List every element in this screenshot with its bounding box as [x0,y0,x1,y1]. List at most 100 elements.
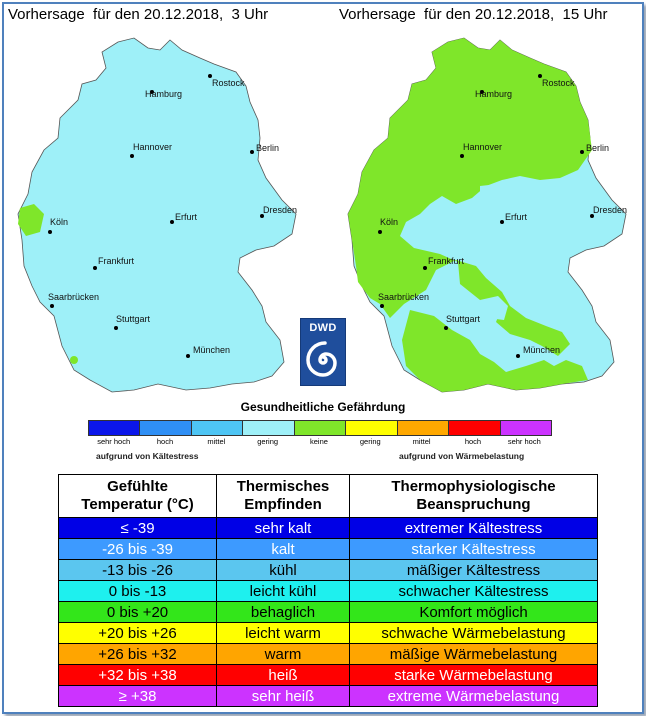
cell-felt-temperature: 0 bis +20 [58,601,217,623]
city-dot [170,220,174,224]
cell-felt-temperature: -26 bis -39 [58,538,217,560]
right-map-cities: Rostock Hamburg Hannover Berlin Köln Erf… [378,74,627,358]
thermal-stress-table: Gefühlte Temperatur (°C) Thermisches Empfi… [58,474,598,707]
cell-physiological-stress: mäßige Wärmebelastung [349,643,598,665]
city-label: München [193,345,230,355]
left-map-title: Vorhersage für den 20.12.2018, 3 Uhr [8,6,269,23]
cell-physiological-stress: starker Kältestress [349,538,598,560]
cell-thermal-sensation: sehr kalt [216,517,350,539]
table-row: -13 bis -26 kühl mäßiger Kältestress [58,559,598,581]
cell-physiological-stress: starke Wärmebelastung [349,664,598,686]
legend-swatch-label: gering [359,437,381,446]
legend-swatch [397,421,450,435]
table-row: 0 bis +20 behaglich Komfort möglich [58,601,598,623]
legend-color-scale [88,420,552,436]
cell-felt-temperature: +32 bis +38 [58,664,217,686]
legend-swatch-label: gering [257,437,279,446]
city-label: Hannover [133,142,172,152]
city-label: Hannover [463,142,502,152]
table-row: ≤ -39 sehr kalt extremer Kältestress [58,517,598,539]
header-thermal-sensation: Thermisches Empfinden [216,474,350,518]
city-dot [208,74,212,78]
cell-felt-temperature: -13 bis -26 [58,559,217,581]
cell-physiological-stress: schwache Wärmebelastung [349,622,598,644]
maps-svg: Rostock Hamburg Hannover Berlin Köln Erf… [17,37,627,393]
legend-swatch [89,421,141,435]
city-label: Dresden [263,205,297,215]
right-map-cyan-patch-south [480,296,508,320]
legend-swatch-label: hoch [464,437,482,446]
legend-title: Gesundheitliche Gefährdung [240,400,406,414]
cell-felt-temperature: +26 bis +32 [58,643,217,665]
left-map-green-area-west [18,204,44,236]
legend-swatch-label: hoch [156,437,174,446]
legend-swatch [243,421,295,435]
right-map-cyan-patch [480,184,506,208]
cell-thermal-sensation: behaglich [216,601,350,623]
city-dot [460,154,464,158]
cell-physiological-stress: extreme Wärmebelastung [349,685,598,707]
city-label: Frankfurt [428,256,465,266]
legend-swatch-label: sehr hoch [97,437,131,446]
city-label: Berlin [256,143,279,153]
right-map-green-region-south [402,310,588,392]
cell-physiological-stress: mäßiger Kältestress [349,559,598,581]
legend-cause-cold: aufgrund von Kältestress [96,451,199,461]
city-dot [250,150,254,154]
cell-felt-temperature: ≤ -39 [58,517,217,539]
cell-physiological-stress: extremer Kältestress [349,517,598,539]
city-label: Köln [50,217,68,227]
city-dot [380,304,384,308]
table-header-row: Gefühlte Temperatur (°C) Thermisches Empfi… [58,474,598,518]
legend-swatch [191,421,244,435]
city-dot [260,214,264,218]
city-dot [130,154,134,158]
table-row: +20 bis +26 leicht warm schwache Wärmebela… [58,622,598,644]
dwd-swirl-icon [306,341,337,377]
table-row: +32 bis +38 heiß starke Wärmebelastung [58,664,598,686]
legend-scale-labels: sehr hoch hoch mittel gering keine gering mitt… [88,437,550,446]
right-map-title: Vorhersage für den 20.12.2018, 15 Uhr [339,6,608,23]
right-map [347,37,627,393]
city-label: Erfurt [175,212,198,222]
city-dot [114,326,118,330]
legend-swatch-label: mittel [412,437,431,446]
city-label: Stuttgart [446,314,481,324]
city-label: Saarbrücken [378,292,429,302]
city-label: Frankfurt [98,256,135,266]
city-dot [186,354,190,358]
legend-swatch [500,421,551,435]
city-dot [500,220,504,224]
left-map-green-spot-south [70,356,78,364]
cell-felt-temperature: +20 bis +26 [58,622,217,644]
cell-thermal-sensation: warm [216,643,350,665]
legend-cause-heat: aufgrund von Wärmebelastung [399,451,525,461]
city-dot [378,230,382,234]
city-label: Rostock [212,78,245,88]
city-label: Hamburg [475,89,512,99]
cell-physiological-stress: schwacher Kältestress [349,580,598,602]
table-body: ≤ -39 sehr kalt extremer Kältestress -26 bi… [58,517,598,707]
right-map-green-region-north [348,38,592,356]
cell-thermal-sensation: heiß [216,664,350,686]
legend-swatch-label: mittel [207,437,226,446]
city-label: Berlin [586,143,609,153]
table-row: +26 bis +32 warm mäßige Wärmebelastung [58,643,598,665]
city-dot [480,90,484,94]
city-dot [50,304,54,308]
city-label: Saarbrücken [48,292,99,302]
cell-felt-temperature: ≥ +38 [58,685,217,707]
city-label: Köln [380,217,398,227]
city-label: Erfurt [505,212,528,222]
city-label: Hamburg [145,89,182,99]
table-row: ≥ +38 sehr heiß extreme Wärmebelastung [58,685,598,707]
legend-swatch-label: keine [310,437,328,446]
city-label: Stuttgart [116,314,151,324]
cell-thermal-sensation: leicht kühl [216,580,350,602]
legend-swatch [449,421,501,435]
legend-swatch-label: sehr hoch [507,437,541,446]
table-row: -26 bis -39 kalt starker Kältestress [58,538,598,560]
city-dot [590,214,594,218]
cell-thermal-sensation: leicht warm [216,622,350,644]
table-row: 0 bis -13 leicht kühl schwacher Kältestres… [58,580,598,602]
